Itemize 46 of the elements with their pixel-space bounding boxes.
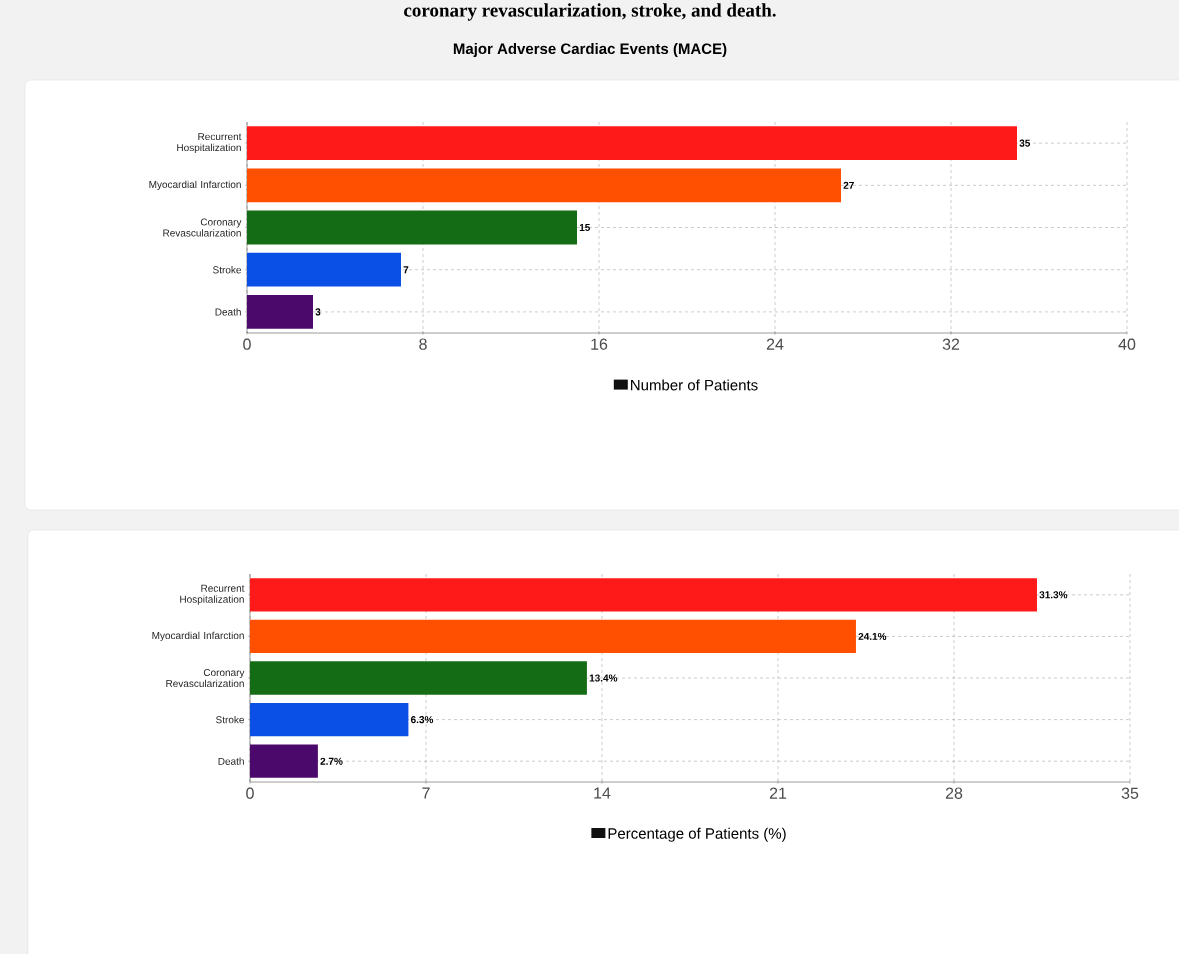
bar (250, 702, 409, 737)
chart-title: Major Adverse Cardiac Events (MACE) (453, 43, 727, 57)
data-label: 2.7% (320, 757, 343, 765)
x-tick-label: 24 (766, 338, 784, 350)
x-tick-label: 21 (769, 787, 787, 799)
data-label: 6.3% (410, 716, 434, 724)
data-label: 7 (403, 266, 409, 274)
data-label: 3 (315, 308, 321, 316)
data-label: 13.4% (589, 674, 618, 682)
x-tick-label: 40 (1118, 338, 1136, 350)
data-label: 15 (579, 224, 591, 231)
text: Percentage of Patients (%) (608, 827, 786, 842)
bar (247, 295, 313, 329)
bar (250, 661, 587, 695)
data-label: 27 (843, 181, 854, 189)
y-tick-label: Stroke (216, 715, 245, 724)
x-tick-label: 28 (945, 787, 963, 799)
y-tick-label: Recurrent Hospitalization (180, 584, 245, 605)
y-tick-label: Myocardial Infarction (152, 631, 244, 642)
x-tick-label: 8 (419, 338, 427, 350)
x-tick-label: 7 (422, 787, 430, 799)
y-tick-label: Death (218, 757, 244, 765)
bar (247, 210, 577, 245)
data-label: 24.1% (858, 632, 887, 640)
y-tick-label: Death (215, 308, 241, 316)
x-tick-label: 0 (243, 338, 251, 350)
x-tick-label: 16 (591, 338, 608, 350)
bar (247, 168, 842, 203)
data-label: 31.3% (1039, 591, 1068, 599)
y-tick-label: Coronary Revascularization (166, 668, 245, 688)
text: Number of Patients (631, 379, 758, 391)
bar (250, 744, 318, 778)
y-tick-label: Stroke (213, 266, 242, 274)
y-tick-label: Coronary Revascularization (163, 218, 242, 237)
text: coronary revascularization, stroke, and death. (404, 3, 776, 21)
x-tick-label: 32 (942, 338, 960, 350)
y-tick-label: Myocardial Infarction (149, 180, 241, 190)
x-tick-label: 14 (594, 787, 611, 799)
y-tick-label: Recurrent Hospitalization (177, 133, 242, 154)
bar (250, 578, 1037, 612)
bar (247, 126, 1018, 161)
bar (250, 619, 856, 654)
data-label: 35 (1019, 139, 1031, 147)
bar (247, 252, 401, 287)
x-tick-label: 0 (246, 787, 254, 799)
x-tick-label: 35 (1121, 787, 1139, 799)
